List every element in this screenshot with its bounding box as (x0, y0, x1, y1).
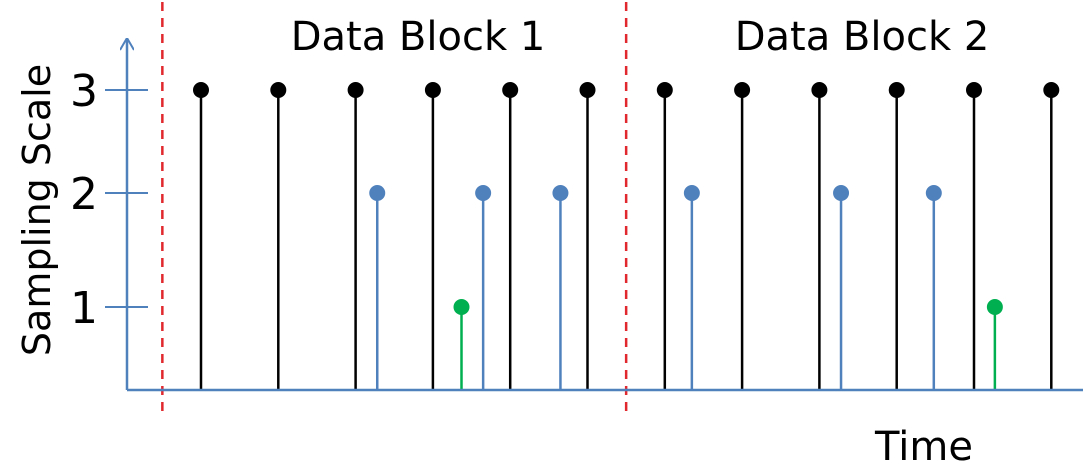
block-label-2: Data Block 2 (735, 14, 990, 60)
point-scale3-8 (734, 82, 751, 98)
point-scale3-7 (656, 82, 673, 98)
block-label-1: Data Block 1 (291, 14, 546, 60)
point-scale3-3 (347, 82, 364, 98)
axes (127, 40, 1083, 392)
point-scale3-4 (424, 82, 441, 98)
point-scale3-11 (966, 82, 982, 98)
y-tick-label-2: 2 (70, 169, 98, 220)
point-scale3-2 (270, 82, 287, 98)
point-scale2-1 (369, 185, 386, 201)
point-scale1-2 (986, 299, 1003, 315)
point-scale2-2 (475, 185, 492, 201)
y-axis-label: Sampling Scale (15, 64, 59, 356)
point-scale2-3 (552, 185, 569, 201)
point-scale1-1 (453, 299, 470, 315)
y-tick-label-3: 3 (70, 66, 98, 117)
stems-layer (199, 90, 1053, 390)
points-layer (193, 82, 1060, 315)
point-scale3-10 (888, 82, 905, 98)
y-tick-label-1: 1 (70, 283, 98, 334)
point-scale2-6 (925, 185, 942, 201)
point-scale2-5 (833, 185, 850, 201)
point-scale3-1 (193, 82, 209, 98)
point-scale3-12 (1043, 82, 1060, 98)
x-axis-label: Time (874, 424, 973, 468)
point-scale3-6 (579, 82, 596, 98)
point-scale2-4 (683, 185, 700, 201)
point-scale3-5 (502, 82, 519, 98)
y-ticks: 1 2 3 (70, 66, 148, 334)
point-scale3-9 (811, 82, 828, 98)
block-boundaries (161, 2, 628, 415)
